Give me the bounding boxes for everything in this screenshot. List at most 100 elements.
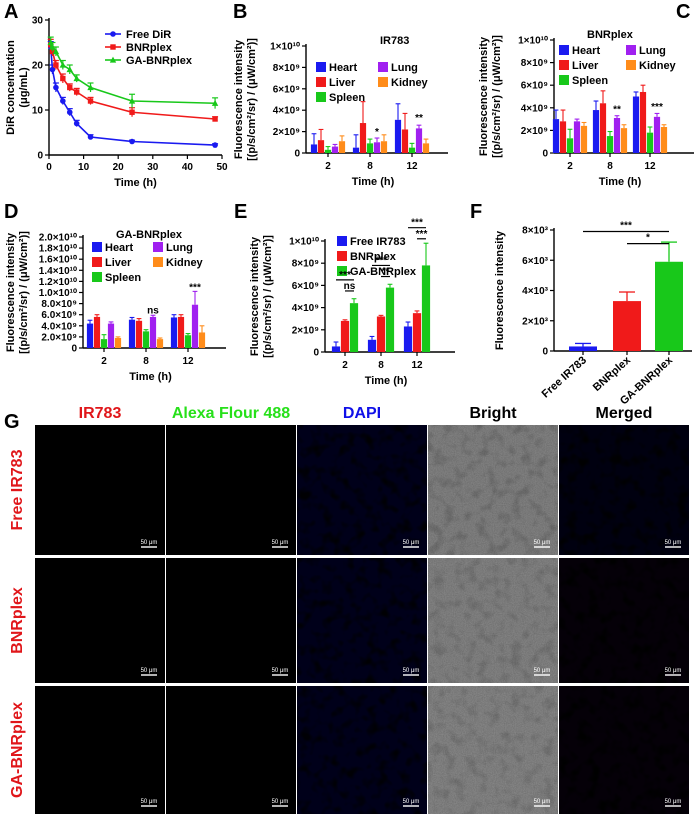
micrograph-0-0: 50 μm [35, 425, 165, 555]
chart-f-fluorescence-intensity: 0 2×10³ 4×10³ 6×10³ 8×10³ Fluorescence intens… [494, 221, 692, 407]
micrograph-1-4: 50 μm [559, 558, 689, 683]
significance-label: *** [651, 102, 663, 113]
bar-kidney [156, 339, 164, 348]
bar-heart [310, 144, 318, 153]
bar-heart [128, 319, 136, 348]
y-tick-label: 8×10⁹ [521, 58, 549, 69]
x-tick-label: 12 [182, 356, 194, 367]
panel-label-c: C [676, 1, 690, 23]
micrograph-0-3: 50 μm [428, 425, 558, 555]
significance-label: ** [415, 113, 423, 124]
data-point [60, 75, 66, 82]
x-tick-label: BNRplex [591, 354, 634, 394]
bar-liver [599, 103, 607, 153]
legend-swatch [316, 77, 326, 87]
scale-bar-label: 50 μm [141, 799, 158, 805]
x-tick-label: 40 [182, 162, 194, 173]
y-tick-label: 1×10¹⁰ [518, 36, 548, 47]
bar-spleen [606, 136, 614, 153]
y-axis-label: Fluorescence intensity [233, 39, 245, 159]
bar-liver [359, 123, 367, 153]
significance-label: ** [613, 104, 621, 115]
bar-lung [613, 117, 621, 153]
bar-ga-bnrplex [349, 303, 359, 352]
chart-title: GA-BNRplex [116, 229, 183, 241]
legend-label: Kidney [391, 77, 429, 89]
legend-swatch [92, 242, 102, 252]
data-point [129, 138, 135, 145]
bar-ga-bnrplex [655, 261, 683, 351]
bar-lung [331, 146, 339, 153]
bar-liver [559, 121, 567, 153]
data-point [212, 142, 218, 148]
y-axis-label: DiR concentration [5, 40, 17, 135]
legend-marker [109, 56, 117, 63]
significance-label: *** [189, 282, 201, 293]
y-tick-label: 4×10⁹ [521, 103, 549, 114]
data-point [53, 84, 59, 91]
significance-label: * [646, 233, 650, 244]
bar-spleen [566, 138, 574, 153]
bar-heart [394, 119, 402, 153]
legend-label: Lung [166, 242, 193, 254]
data-point [52, 48, 60, 55]
y-tick-label: 6×10⁹ [521, 81, 549, 92]
chart-a-clearance-curves: 0 10 20 30 DiR concentration (μg/mL) 0 10 20 30 40… [5, 16, 228, 190]
data-point [66, 109, 73, 116]
bar-liver [639, 91, 647, 153]
legend-label: BNRplex [126, 42, 173, 54]
data-point [128, 97, 136, 104]
scale-bar-label: 50 μm [665, 668, 682, 674]
legend-swatch [337, 236, 347, 246]
x-axis-label: Time (h) [129, 371, 172, 383]
x-tick-label: 0 [46, 162, 52, 173]
significance-label: *** [375, 255, 387, 266]
legend-marker [110, 44, 116, 50]
significance-label: * [375, 127, 379, 138]
significance-label: *** [620, 221, 632, 232]
bar-heart [86, 323, 94, 348]
y-tick-label: 6×10³ [522, 256, 549, 267]
bar-lung [107, 323, 115, 348]
bar-free-ir783 [331, 346, 341, 352]
significance-label: *** [339, 270, 351, 281]
y-tick-label: 6×10⁹ [292, 281, 320, 292]
significance-label: ns [147, 306, 159, 317]
row-title: Free IR783 [9, 449, 26, 530]
panel-label-b: B [233, 1, 247, 23]
y-axis-label: [(p/s/cm²/sr) / (μW/cm²)] [491, 35, 503, 158]
x-axis-label: Time (h) [114, 177, 157, 189]
panel-label-a: A [4, 1, 18, 23]
micrograph-grain [428, 686, 558, 814]
micrograph-2-2: 50 μm [297, 686, 427, 814]
legend-swatch [626, 60, 636, 70]
y-tick-label: 0 [542, 149, 548, 160]
bar-spleen [646, 132, 654, 153]
x-tick-label: 12 [406, 161, 418, 172]
legend-swatch [378, 62, 388, 72]
y-tick-label: 1.2×10¹⁰ [39, 277, 77, 288]
y-tick-label: 2×10⁹ [273, 127, 301, 138]
panel-label-d: D [4, 201, 18, 223]
x-tick-label: 2 [325, 161, 331, 172]
bar-lung [191, 304, 199, 348]
bar-heart [170, 317, 178, 348]
y-axis-label: [(p/s/cm²/sr) / (μW/cm²)] [262, 235, 274, 358]
legend-label: Kidney [166, 257, 204, 269]
legend-label: Heart [105, 242, 133, 254]
legend-label: Heart [572, 45, 600, 57]
scale-bar-label: 50 μm [272, 799, 289, 805]
micrograph-grain [428, 425, 558, 555]
y-tick-label: 2×10⁹ [521, 126, 549, 137]
data-point [87, 134, 94, 140]
legend-label: BNRplex [350, 251, 397, 263]
y-tick-label: 1.4×10¹⁰ [39, 266, 77, 277]
legend-marker [110, 31, 116, 37]
bar-liver [177, 316, 185, 348]
legend-swatch [337, 266, 347, 276]
data-point [66, 66, 73, 73]
bar-liver [135, 320, 143, 348]
row-title: GA-BNRplex [9, 702, 26, 798]
scale-bar-label: 50 μm [403, 540, 420, 546]
y-tick-label: 10 [32, 106, 44, 117]
